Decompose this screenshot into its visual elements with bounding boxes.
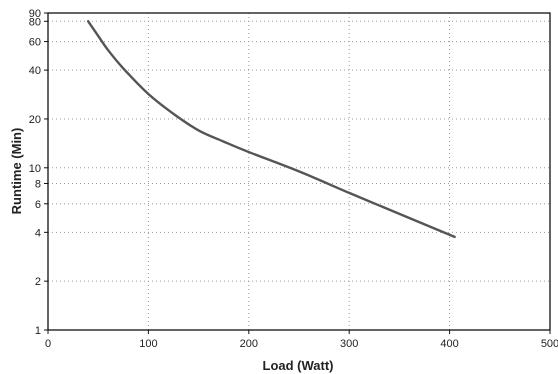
x-tick-label: 400 bbox=[440, 338, 458, 350]
y-tick-label: 80 bbox=[29, 16, 41, 28]
axis-layer bbox=[44, 12, 551, 334]
y-tick-label: 10 bbox=[29, 163, 41, 175]
grid-layer bbox=[48, 13, 550, 330]
plot-frame bbox=[47, 12, 551, 331]
y-axis-label: Runtime (Min) bbox=[9, 128, 24, 215]
y-tick-label: 40 bbox=[29, 65, 41, 77]
x-tick-label: 0 bbox=[45, 338, 51, 350]
x-axis-label: Load (Watt) bbox=[263, 358, 334, 373]
y-tick-label: 1 bbox=[35, 325, 41, 337]
y-tick-label: 2 bbox=[35, 276, 41, 288]
series-layer bbox=[86, 20, 456, 239]
y-tick-label: 8 bbox=[35, 179, 41, 191]
x-tick-label: 500 bbox=[541, 338, 558, 350]
x-tick-label: 100 bbox=[139, 338, 157, 350]
y-tick-label: 4 bbox=[35, 227, 41, 239]
y-tick-label: 90 bbox=[29, 8, 41, 20]
y-tick-label: 6 bbox=[35, 199, 41, 211]
x-tick-label: 300 bbox=[340, 338, 358, 350]
y-tick-label: 20 bbox=[29, 114, 41, 126]
runtime-series-line bbox=[86, 20, 456, 239]
x-tick-label: 200 bbox=[240, 338, 258, 350]
y-tick-label: 60 bbox=[29, 37, 41, 49]
